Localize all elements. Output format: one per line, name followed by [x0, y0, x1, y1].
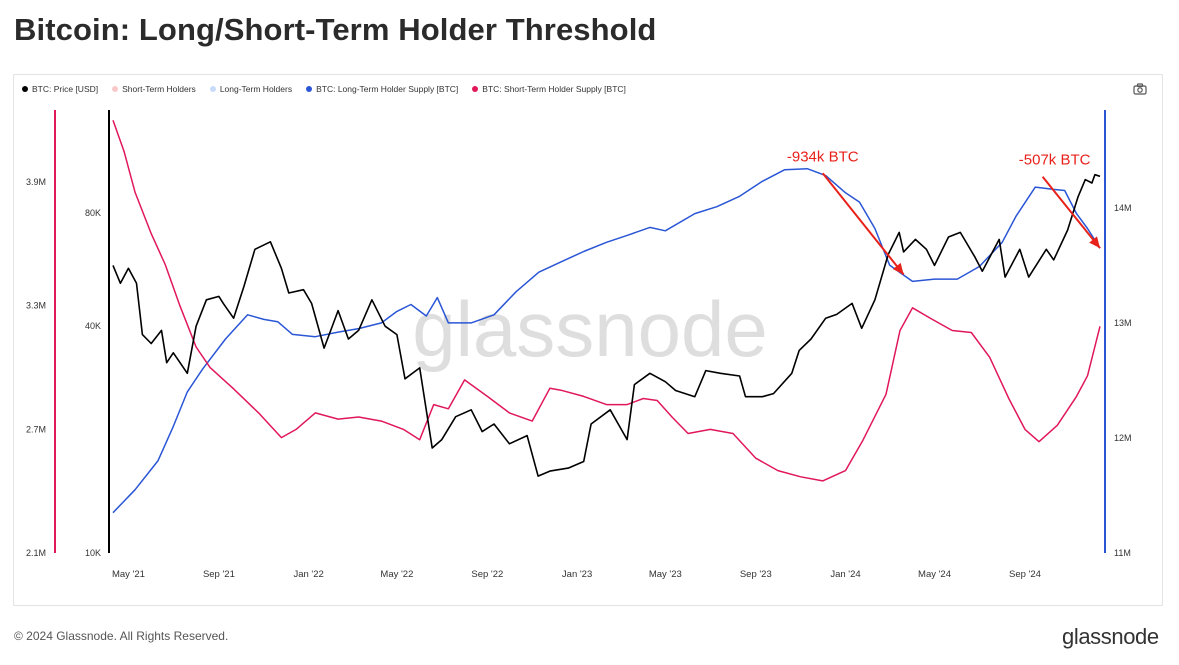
footer-copyright: © 2024 Glassnode. All Rights Reserved. — [14, 629, 229, 643]
legend-swatch — [306, 86, 313, 92]
legend-item[interactable]: BTC: Short-Term Holder Supply [BTC] — [472, 84, 626, 94]
legend-label: Short-Term Holders — [122, 84, 196, 94]
legend-swatch — [22, 86, 28, 92]
legend-swatch — [209, 86, 216, 92]
legend-label: BTC: Long-Term Holder Supply [BTC] — [316, 84, 459, 94]
legend-swatch — [112, 86, 119, 92]
legend-label: Long-Term Holders — [219, 84, 293, 94]
page-title: Bitcoin: Long/Short-Term Holder Threshol… — [14, 12, 657, 47]
legend-item[interactable]: BTC: Long-Term Holder Supply [BTC] — [306, 84, 458, 94]
footer-logo: glassnode — [1062, 624, 1159, 649]
legend-item[interactable]: BTC: Price [USD] — [22, 84, 98, 94]
camera-icon[interactable] — [1133, 83, 1147, 95]
legend-label: BTC: Price [USD] — [32, 84, 99, 94]
legend-item[interactable]: Short-Term Holders — [112, 84, 196, 94]
legend-item[interactable]: Long-Term Holders — [209, 84, 293, 94]
chart-panel — [13, 74, 1163, 606]
legend-label: BTC: Short-Term Holder Supply [BTC] — [482, 84, 626, 94]
legend-swatch — [472, 86, 479, 92]
chart-legend: BTC: Price [USD] Short-Term Holders Long-T… — [22, 82, 640, 96]
